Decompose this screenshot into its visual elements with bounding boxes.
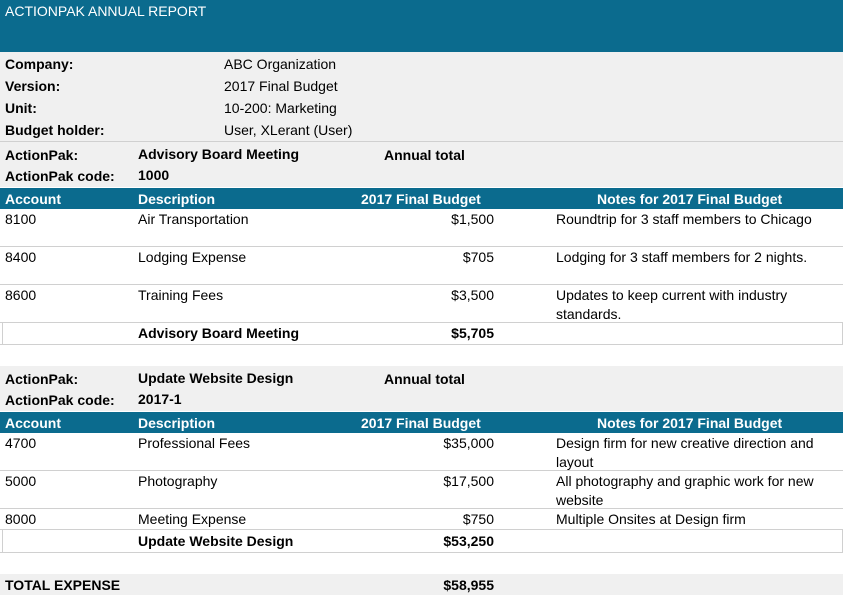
column-header-description: Description <box>138 191 216 207</box>
column-header-budget: 2017 Final Budget <box>361 415 481 431</box>
total-expense-label: TOTAL EXPENSE <box>5 577 121 593</box>
amount-cell: $35,000 <box>443 435 494 451</box>
subtotal-label: Update Website Design <box>138 533 294 549</box>
amount-cell: $1,500 <box>451 211 494 227</box>
note-cell: Design firm for new creative direction a… <box>556 435 814 470</box>
row-divider <box>0 529 843 530</box>
actionpak-code-value: 2017-1 <box>138 391 182 407</box>
subtotal-label: Advisory Board Meeting <box>138 325 300 341</box>
column-header-account: Account <box>5 415 61 431</box>
column-header-notes: Notes for 2017 Final Budget <box>597 191 783 207</box>
amount-cell: $705 <box>462 249 494 265</box>
column-header-account: Account <box>5 191 61 207</box>
divider <box>0 141 843 142</box>
info-panel <box>0 52 843 141</box>
actionpak-label: ActionPak: <box>5 147 79 163</box>
unit-value: 10-200: Marketing <box>224 100 337 116</box>
row-divider <box>0 246 843 247</box>
total-row <box>0 574 843 595</box>
annual-total-label: Annual total <box>384 371 465 387</box>
note-cell: Updates to keep current with industry st… <box>556 287 788 322</box>
column-header-row <box>0 412 843 433</box>
description-cell: Photography <box>138 473 218 489</box>
actionpak-header <box>0 142 843 187</box>
amount-cell: $750 <box>462 511 494 527</box>
account-cell: 8100 <box>5 211 37 227</box>
account-cell: 8400 <box>5 249 37 265</box>
version-label: Version: <box>5 78 61 94</box>
subtotal-amount: $5,705 <box>451 325 494 341</box>
total-expense-amount: $58,955 <box>443 577 494 593</box>
actionpak-name: Advisory Board Meeting <box>138 146 300 162</box>
column-header-budget: 2017 Final Budget <box>361 191 481 207</box>
unit-label: Unit: <box>5 100 37 116</box>
note-cell: Multiple Onsites at Design firm <box>556 511 746 527</box>
description-cell: Air Transportation <box>138 211 249 227</box>
actionpak-label: ActionPak: <box>5 371 79 387</box>
cell-border <box>2 322 3 345</box>
row-divider <box>0 508 843 509</box>
account-cell: 8600 <box>5 287 37 303</box>
actionpak-name: Update Website Design <box>138 370 294 386</box>
note-cell: All photography and graphic work for new… <box>556 473 814 508</box>
column-header-notes: Notes for 2017 Final Budget <box>597 415 783 431</box>
row-divider <box>0 344 843 345</box>
description-cell: Professional Fees <box>138 435 251 451</box>
amount-cell: $17,500 <box>443 473 494 489</box>
description-cell: Meeting Expense <box>138 511 247 527</box>
account-cell: 4700 <box>5 435 37 451</box>
actionpak-code-label: ActionPak code: <box>5 168 115 184</box>
report-title: ACTIONPAK ANNUAL REPORT <box>5 3 207 19</box>
version-value: 2017 Final Budget <box>224 78 338 94</box>
actionpak-code-label: ActionPak code: <box>5 392 115 408</box>
account-cell: 8000 <box>5 511 37 527</box>
note-cell: Lodging for 3 staff members for 2 nights… <box>556 249 808 265</box>
row-divider <box>0 284 843 285</box>
row-divider <box>0 470 843 471</box>
budget-holder-label: Budget holder: <box>5 122 105 138</box>
company-value: ABC Organization <box>224 56 337 72</box>
row-divider <box>0 322 843 323</box>
description-cell: Training Fees <box>138 287 224 303</box>
note-cell: Roundtrip for 3 staff members to Chicago <box>556 211 812 227</box>
description-cell: Lodging Expense <box>138 249 247 265</box>
actionpak-code-value: 1000 <box>138 167 170 183</box>
report-header: ACTIONPAK ANNUAL REPORT <box>0 0 843 52</box>
cell-border <box>2 529 3 553</box>
actionpak-header <box>0 366 843 411</box>
amount-cell: $3,500 <box>451 287 494 303</box>
column-header-row <box>0 188 843 209</box>
account-cell: 5000 <box>5 473 37 489</box>
company-label: Company: <box>5 56 74 72</box>
subtotal-amount: $53,250 <box>443 533 494 549</box>
column-header-description: Description <box>138 415 216 431</box>
row-divider <box>0 552 843 553</box>
budget-holder-value: User, XLerant (User) <box>224 122 353 138</box>
annual-total-label: Annual total <box>384 147 465 163</box>
